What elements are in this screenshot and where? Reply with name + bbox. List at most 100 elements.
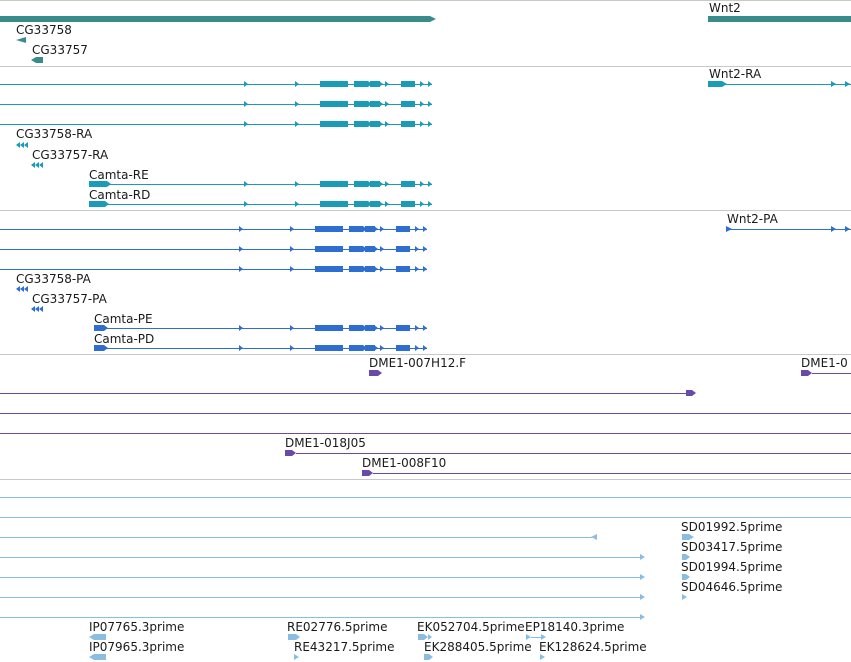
exon-arrow bbox=[322, 325, 326, 331]
est-block bbox=[682, 574, 686, 580]
exon-arrow bbox=[363, 345, 367, 351]
est-feature-re02776[interactable]: RE02776.5prime bbox=[287, 620, 388, 640]
transcript-feature-cg33758-ra[interactable]: CG33758-RA bbox=[16, 127, 93, 148]
exon-arrow bbox=[374, 325, 378, 331]
exon-arrow bbox=[295, 101, 299, 107]
exon-arrow bbox=[39, 162, 43, 168]
gene-bar bbox=[16, 37, 26, 43]
est-feature-ip07765[interactable]: IP07765.3prime bbox=[89, 620, 184, 640]
protein-feature-camta-pd[interactable]: Camta-PD bbox=[94, 332, 427, 351]
est-end-arrow bbox=[640, 554, 645, 560]
exon-arrow bbox=[295, 81, 299, 87]
est-feature[interactable] bbox=[0, 534, 597, 540]
transcript-feature[interactable] bbox=[0, 121, 432, 127]
protein-feature-camta-pe[interactable]: Camta-PE bbox=[94, 312, 427, 331]
exon-arrow bbox=[415, 266, 419, 272]
exon-arrow bbox=[327, 81, 331, 87]
exon bbox=[708, 81, 722, 87]
protein-feature-wnt2-pa[interactable]: Wnt2-PA bbox=[726, 212, 851, 232]
exon-arrow bbox=[385, 81, 389, 87]
transcript-label: Camta-RD bbox=[89, 188, 150, 202]
exon-arrow bbox=[239, 325, 243, 331]
gene-feature-cg33757[interactable]: CG33757 bbox=[31, 43, 88, 63]
est-end-arrow bbox=[89, 654, 94, 660]
est-feature-ek288405[interactable]: EK288405.5prime bbox=[424, 640, 532, 660]
protein-track: Wnt2-PA CG33758-PA CG33757-PA Camta-PE C… bbox=[0, 212, 851, 351]
exon-arrow bbox=[385, 201, 389, 207]
transcript-feature-camta-re[interactable]: Camta-RE bbox=[89, 168, 432, 187]
est-end-arrow bbox=[689, 534, 694, 540]
exon-arrow bbox=[244, 121, 248, 127]
protein-feature[interactable] bbox=[0, 246, 427, 252]
est-feature-sd01992[interactable]: SD01992.5prime bbox=[681, 520, 782, 540]
clone-feature[interactable] bbox=[0, 390, 696, 396]
est-feature[interactable] bbox=[0, 554, 645, 560]
est-end-arrow bbox=[591, 534, 597, 540]
exon-arrow bbox=[104, 325, 108, 331]
clone-feature-dme1-018j05[interactable]: DME1-018J05 bbox=[285, 436, 851, 456]
exon-arrow bbox=[322, 345, 326, 351]
protein-feature[interactable] bbox=[0, 226, 427, 232]
clone-end-arrow bbox=[292, 450, 296, 456]
transcript-feature[interactable] bbox=[0, 101, 432, 107]
est-feature-ip07965[interactable]: IP07965.3prime bbox=[89, 640, 184, 660]
clone-label: DME1-007H12.F bbox=[369, 356, 466, 370]
transcript-feature[interactable] bbox=[0, 81, 432, 87]
est-feature[interactable] bbox=[0, 594, 645, 600]
est-feature-sd01994[interactable]: SD01994.5prime bbox=[681, 560, 782, 580]
exon bbox=[89, 181, 107, 187]
exon-arrow bbox=[336, 201, 340, 207]
exon-arrow bbox=[363, 325, 367, 331]
exon-arrow bbox=[322, 226, 326, 232]
est-feature-sd03417[interactable]: SD03417.5prime bbox=[681, 540, 782, 560]
transcript-feature-cg33757-ra[interactable]: CG33757-RA bbox=[31, 148, 109, 168]
est-label: RE43217.5prime bbox=[294, 640, 395, 654]
exon-arrow bbox=[39, 306, 43, 312]
exon bbox=[370, 121, 380, 127]
clone-end-arrow bbox=[808, 370, 812, 376]
protein-label: Camta-PE bbox=[94, 312, 153, 326]
exon-arrow bbox=[401, 201, 405, 207]
exon-arrow bbox=[380, 226, 384, 232]
exon-arrow bbox=[331, 325, 335, 331]
transcript-feature-wnt2-ra[interactable]: Wnt2-RA bbox=[708, 67, 851, 87]
est-feature-re43217[interactable]: RE43217.5prime bbox=[294, 640, 395, 660]
exon bbox=[320, 81, 348, 87]
est-feature-ek128624[interactable]: EK128624.5prime bbox=[539, 640, 647, 660]
est-feature-sd04646[interactable]: SD04646.5prime bbox=[681, 580, 782, 600]
est-feature[interactable] bbox=[0, 574, 645, 580]
gene-feature-cg33758[interactable]: CG33758 bbox=[16, 23, 72, 43]
protein-label: Camta-PD bbox=[94, 332, 154, 346]
exon-arrow bbox=[831, 226, 836, 232]
protein-label: CG33757-PA bbox=[32, 292, 108, 306]
exon-arrow bbox=[428, 101, 432, 107]
clone-end-arrow bbox=[378, 370, 382, 376]
transcript-label: Wnt2-RA bbox=[709, 67, 762, 81]
est-feature[interactable] bbox=[0, 614, 645, 620]
clone-feature-dme1-0[interactable]: DME1-0 bbox=[801, 356, 851, 376]
exon bbox=[349, 325, 363, 331]
exon-arrow bbox=[35, 306, 39, 312]
exon bbox=[320, 201, 348, 207]
exon-arrow bbox=[428, 81, 432, 87]
exon-arrow bbox=[244, 101, 248, 107]
exon bbox=[370, 181, 380, 187]
exon-arrow bbox=[24, 286, 28, 292]
clone-feature-dme1-008f10[interactable]: DME1-008F10 bbox=[362, 456, 851, 476]
exon-arrow bbox=[363, 226, 367, 232]
exon bbox=[365, 345, 375, 351]
est-label: EK288405.5prime bbox=[424, 640, 532, 654]
transcript-feature-camta-rd[interactable]: Camta-RD bbox=[89, 188, 432, 207]
est-end-arrow bbox=[541, 634, 546, 640]
protein-feature[interactable] bbox=[0, 266, 427, 272]
gene-feature-camta[interactable] bbox=[0, 16, 436, 22]
clone-feature-dme1-007h12f[interactable]: DME1-007H12.F bbox=[369, 356, 466, 376]
est-feature-ep18140[interactable]: EP18140.3prime bbox=[525, 620, 624, 640]
exon-arrow bbox=[363, 246, 367, 252]
est-feature-ek052704[interactable]: EK052704.5prime bbox=[417, 620, 525, 640]
protein-feature-cg33758-pa[interactable]: CG33758-PA bbox=[16, 272, 92, 292]
est-label: SD01992.5prime bbox=[681, 520, 782, 534]
protein-feature-cg33757-pa[interactable]: CG33757-PA bbox=[31, 292, 108, 312]
exon-arrow bbox=[322, 246, 326, 252]
gene-feature-wnt2[interactable]: Wnt2 bbox=[708, 1, 851, 22]
